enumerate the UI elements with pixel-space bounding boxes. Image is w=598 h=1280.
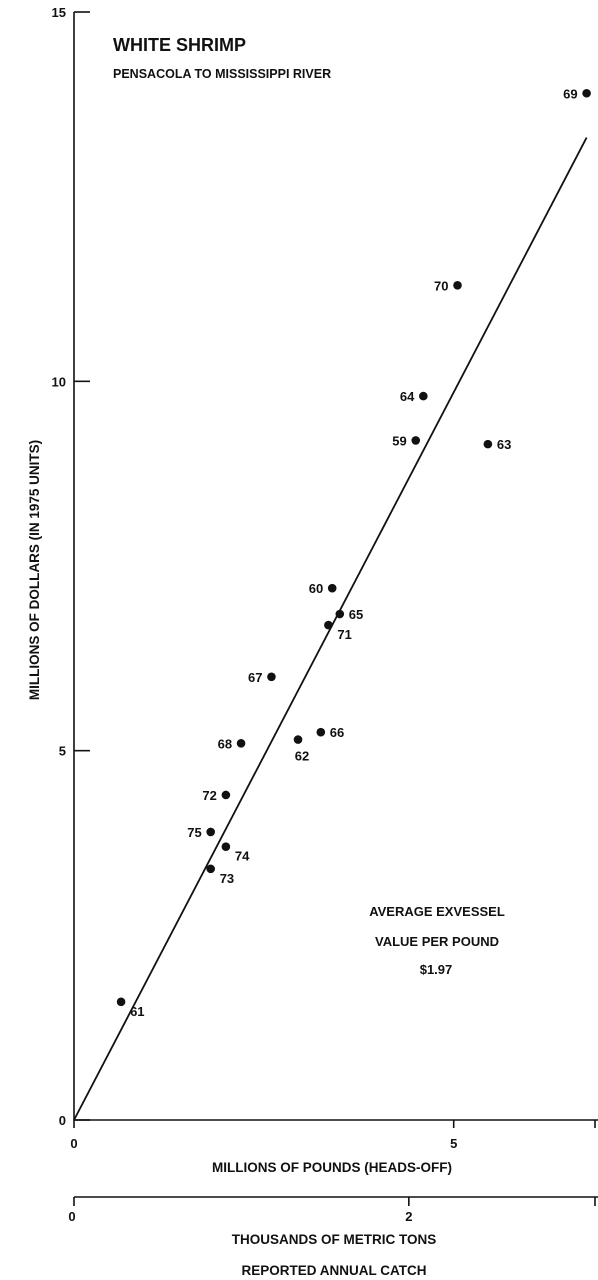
data-point (582, 88, 591, 98)
axes: 0 5 10 15 0 5 0 2 (52, 5, 598, 1224)
data-point (236, 738, 246, 748)
point-label: 70 (434, 278, 448, 293)
y-tick-label: 10 (52, 374, 66, 389)
data-point (221, 842, 231, 851)
point-label: 62 (295, 749, 309, 764)
y-axis-label: MILLIONS OF DOLLARS (IN 1975 UNITS) (27, 440, 42, 700)
point-label: 60 (309, 581, 323, 596)
x2-axis-label: THOUSANDS OF METRIC TONS (232, 1232, 437, 1247)
point-label: 61 (130, 1004, 144, 1019)
data-point (116, 997, 126, 1007)
point-label: 64 (400, 389, 415, 404)
annotation-line-2: VALUE PER POUND (375, 934, 499, 949)
annotation-line-1: AVERAGE EXVESSEL (369, 904, 505, 919)
data-point (293, 735, 303, 744)
data-point (335, 609, 345, 619)
annotation-line-3: $1.97 (420, 962, 453, 977)
point-label: 59 (392, 433, 406, 448)
point-label: 74 (235, 849, 250, 864)
data-point (206, 864, 215, 874)
x-tick-label: 0 (70, 1136, 77, 1151)
points-group: 61 73 75 74 72 68 67 62 66 71 60 65 59 64 63 70 69 (116, 86, 591, 1019)
chart-caption: REPORTED ANNUAL CATCH (242, 1263, 427, 1278)
data-point (267, 672, 276, 682)
point-label: 67 (248, 670, 262, 685)
point-label: 73 (220, 871, 234, 886)
point-label: 75 (187, 825, 201, 840)
data-point (324, 620, 333, 630)
y-tick-label: 15 (52, 5, 66, 20)
data-point (419, 391, 428, 401)
chart-subtitle: PENSACOLA TO MISSISSIPPI RIVER (113, 67, 331, 81)
data-point (453, 281, 462, 290)
data-point (316, 727, 326, 737)
text-group: WHITE SHRIMP PENSACOLA TO MISSISSIPPI RI… (27, 35, 505, 1278)
point-label: 65 (349, 607, 363, 622)
y-tick-label: 5 (59, 744, 66, 759)
data-point (206, 827, 215, 837)
y-tick-label: 0 (59, 1113, 66, 1128)
point-label: 68 (218, 736, 232, 751)
point-label: 69 (563, 86, 577, 101)
data-point (483, 439, 493, 449)
point-label: 66 (330, 725, 344, 740)
chart-title: WHITE SHRIMP (113, 35, 246, 55)
point-label: 71 (337, 627, 351, 642)
x2-tick-label: 2 (405, 1209, 412, 1224)
data-point (327, 583, 337, 593)
point-label: 63 (497, 437, 511, 452)
x2-tick-label: 0 (68, 1209, 75, 1224)
x-tick-label: 5 (450, 1136, 457, 1151)
data-point (221, 790, 231, 800)
x-axis-label: MILLIONS OF POUNDS (HEADS-OFF) (212, 1160, 452, 1175)
data-point (411, 436, 421, 445)
point-label: 72 (202, 788, 216, 803)
